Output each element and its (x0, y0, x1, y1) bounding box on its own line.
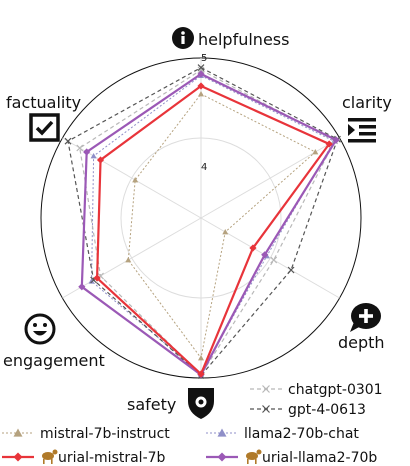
data-point (222, 229, 229, 235)
legend-label: mistral-7b-instruct (40, 426, 170, 442)
data-point (270, 256, 278, 264)
grid-spoke (200, 217, 340, 299)
axis-label-engagement: engagement (3, 351, 105, 370)
grid-spoke (62, 217, 202, 299)
legend-label: llama2-70b-chat (244, 426, 359, 442)
series-chatgpt-0301 (76, 66, 339, 379)
series-mistral-7b-instruct (125, 91, 319, 361)
tick-label-5: 5 (201, 53, 207, 64)
data-point (132, 177, 139, 183)
data-point (262, 405, 270, 413)
data-point (197, 64, 205, 72)
data-point (198, 91, 204, 97)
legend: chatgpt-0301 gpt-4-0613 mistral-7b-instruc… (2, 382, 383, 466)
camel-icon (246, 449, 262, 464)
grid-spoke (200, 137, 340, 219)
smile-icon (24, 313, 56, 345)
tick-label-4: 4 (201, 162, 207, 173)
speech-bubble-plus-icon (350, 303, 381, 332)
data-point (197, 70, 205, 78)
data-point (261, 251, 269, 259)
data-point (76, 144, 84, 152)
legend-item-llama2-70b-chat: llama2-70b-chat (206, 426, 359, 442)
legend-item-urial-llama2-70b: urial-llama2-70b (206, 449, 377, 466)
data-point (88, 278, 95, 284)
axis-label-helpfulness: helpfulness (198, 30, 289, 49)
data-point (90, 153, 97, 159)
data-point (78, 283, 86, 291)
indent-icon (348, 118, 376, 143)
data-point (217, 452, 227, 462)
camel-icon (42, 449, 58, 464)
axis-label-factuality: factuality (6, 93, 81, 112)
series-line-urial-mistral-7b (95, 84, 331, 376)
data-point (83, 148, 91, 156)
legend-item-chatgpt-0301: chatgpt-0301 (250, 382, 383, 398)
checkbox-icon (29, 113, 60, 142)
data-point (262, 385, 270, 393)
series-line-urial-llama2-70b (80, 72, 338, 377)
legend-label: urial-llama2-70b (262, 450, 377, 466)
series-line-chatgpt-0301 (79, 69, 336, 376)
series-urial-llama2-70b (78, 70, 340, 379)
data-point (287, 266, 295, 274)
series-urial-mistral-7b (93, 82, 333, 378)
legend-label: gpt-4-0613 (288, 402, 366, 418)
series-line-mistral-7b-instruct (127, 93, 317, 360)
grid-spoke (62, 137, 202, 219)
radar-grid (40, 57, 362, 379)
legend-label: urial-mistral-7b (58, 450, 166, 466)
data-point (197, 82, 205, 90)
data-point (217, 428, 227, 437)
legend-label: chatgpt-0301 (288, 382, 383, 398)
legend-item-mistral-7b-instruct: mistral-7b-instruct (2, 426, 170, 442)
data-point (312, 149, 319, 155)
data-point (249, 244, 257, 252)
data-point (13, 452, 23, 462)
shield-icon (188, 388, 214, 419)
data-point (13, 428, 23, 437)
radar-series (64, 64, 341, 380)
data-point (64, 137, 72, 145)
data-point (96, 156, 105, 164)
data-point (198, 355, 204, 361)
legend-item-urial-mistral-7b: urial-mistral-7b (2, 449, 166, 466)
series-line-gpt-4-0613 (67, 66, 339, 377)
data-point (325, 140, 333, 148)
data-point (332, 136, 340, 144)
axis-label-depth: depth (338, 333, 385, 352)
data-point (125, 257, 132, 263)
series-gpt-4-0613 (64, 64, 341, 380)
info-icon (172, 27, 194, 49)
axis-label-safety: safety (127, 395, 176, 414)
legend-item-gpt-4-0613: gpt-4-0613 (250, 402, 366, 418)
axis-label-clarity: clarity (342, 93, 392, 112)
data-point (93, 274, 101, 282)
data-point (197, 370, 205, 378)
